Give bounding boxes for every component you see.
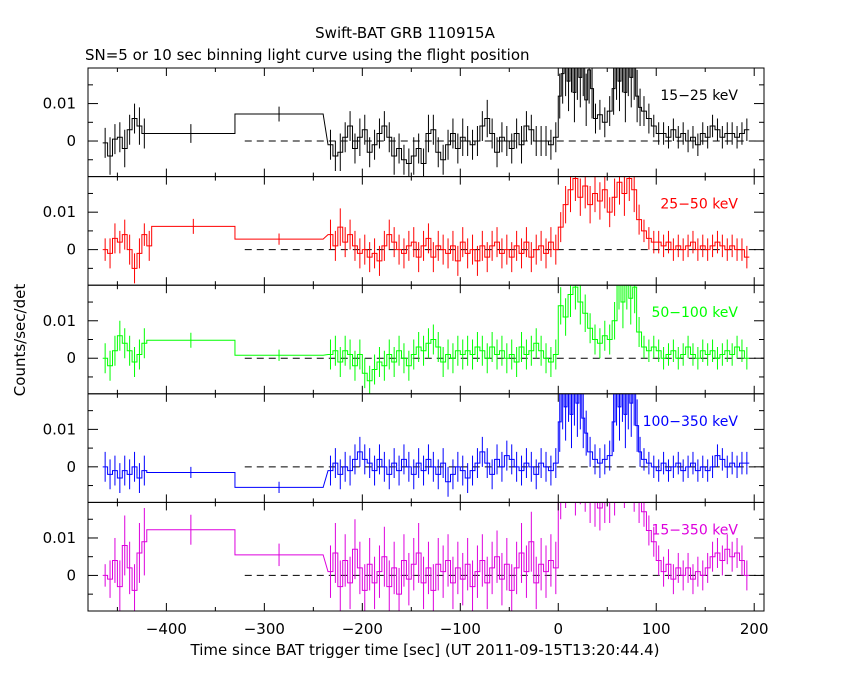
y-tick-label: 0.01 bbox=[43, 312, 76, 330]
panels-group: 0 0.01 15−25 keV 0 0.01 25−50 keV 0 0.01 50−100 … bbox=[43, 67, 765, 612]
band-label: 25−50 keV bbox=[660, 197, 738, 213]
y-tick-label: 0 bbox=[66, 241, 76, 259]
step-line bbox=[102, 177, 750, 269]
panel-frame bbox=[87, 393, 765, 503]
panel-4: 0 0.01 15−350 keV bbox=[43, 501, 765, 612]
band-label: 15−350 keV bbox=[651, 522, 738, 538]
band-label: 100−350 keV bbox=[643, 414, 739, 430]
y-tick-label: 0.01 bbox=[43, 203, 76, 221]
chart-subtitle: SN=5 or 10 sec binning light curve using… bbox=[85, 46, 530, 64]
step-line bbox=[102, 68, 750, 164]
panel-3: 0 0.01 100−350 keV bbox=[43, 393, 765, 503]
series-1 bbox=[102, 176, 750, 284]
series-0 bbox=[102, 68, 750, 177]
band-label: 15−25 keV bbox=[660, 88, 738, 104]
step-line bbox=[102, 285, 750, 382]
step-line bbox=[102, 393, 750, 488]
chart-title: Swift-BAT GRB 110915A bbox=[315, 24, 495, 42]
panel-0: 0 0.01 15−25 keV bbox=[43, 67, 765, 178]
panel-frame bbox=[87, 284, 765, 395]
x-tick-label: −100 bbox=[440, 620, 481, 638]
y-tick-label: 0 bbox=[66, 349, 76, 367]
x-tick-label: 200 bbox=[740, 620, 769, 638]
panel-frame bbox=[87, 501, 765, 612]
x-tick-label: 100 bbox=[642, 620, 671, 638]
x-tick-label: −400 bbox=[146, 620, 187, 638]
band-label: 50−100 keV bbox=[651, 305, 738, 321]
x-tick-label: −300 bbox=[244, 620, 285, 638]
y-tick-label: 0.01 bbox=[43, 95, 76, 113]
y-axis-label: Counts/sec/det bbox=[11, 284, 29, 397]
series-4 bbox=[102, 502, 750, 611]
x-axis: −400 −300 −200 −100 0 100 200 bbox=[146, 620, 769, 638]
y-tick-label: 0 bbox=[66, 132, 76, 150]
series-3 bbox=[102, 393, 750, 497]
series-2 bbox=[102, 285, 750, 394]
y-tick-label: 0 bbox=[66, 566, 76, 584]
y-tick-label: 0 bbox=[66, 458, 76, 476]
panel-frame bbox=[87, 176, 765, 286]
y-tick-label: 0.01 bbox=[43, 529, 76, 547]
x-axis-label: Time since BAT trigger time [sec] (UT 20… bbox=[190, 641, 660, 659]
x-tick-label: 0 bbox=[553, 620, 563, 638]
x-tick-label: −200 bbox=[342, 620, 383, 638]
y-tick-label: 0.01 bbox=[43, 420, 76, 438]
panel-2: 0 0.01 50−100 keV bbox=[43, 284, 765, 395]
step-line bbox=[102, 502, 750, 595]
